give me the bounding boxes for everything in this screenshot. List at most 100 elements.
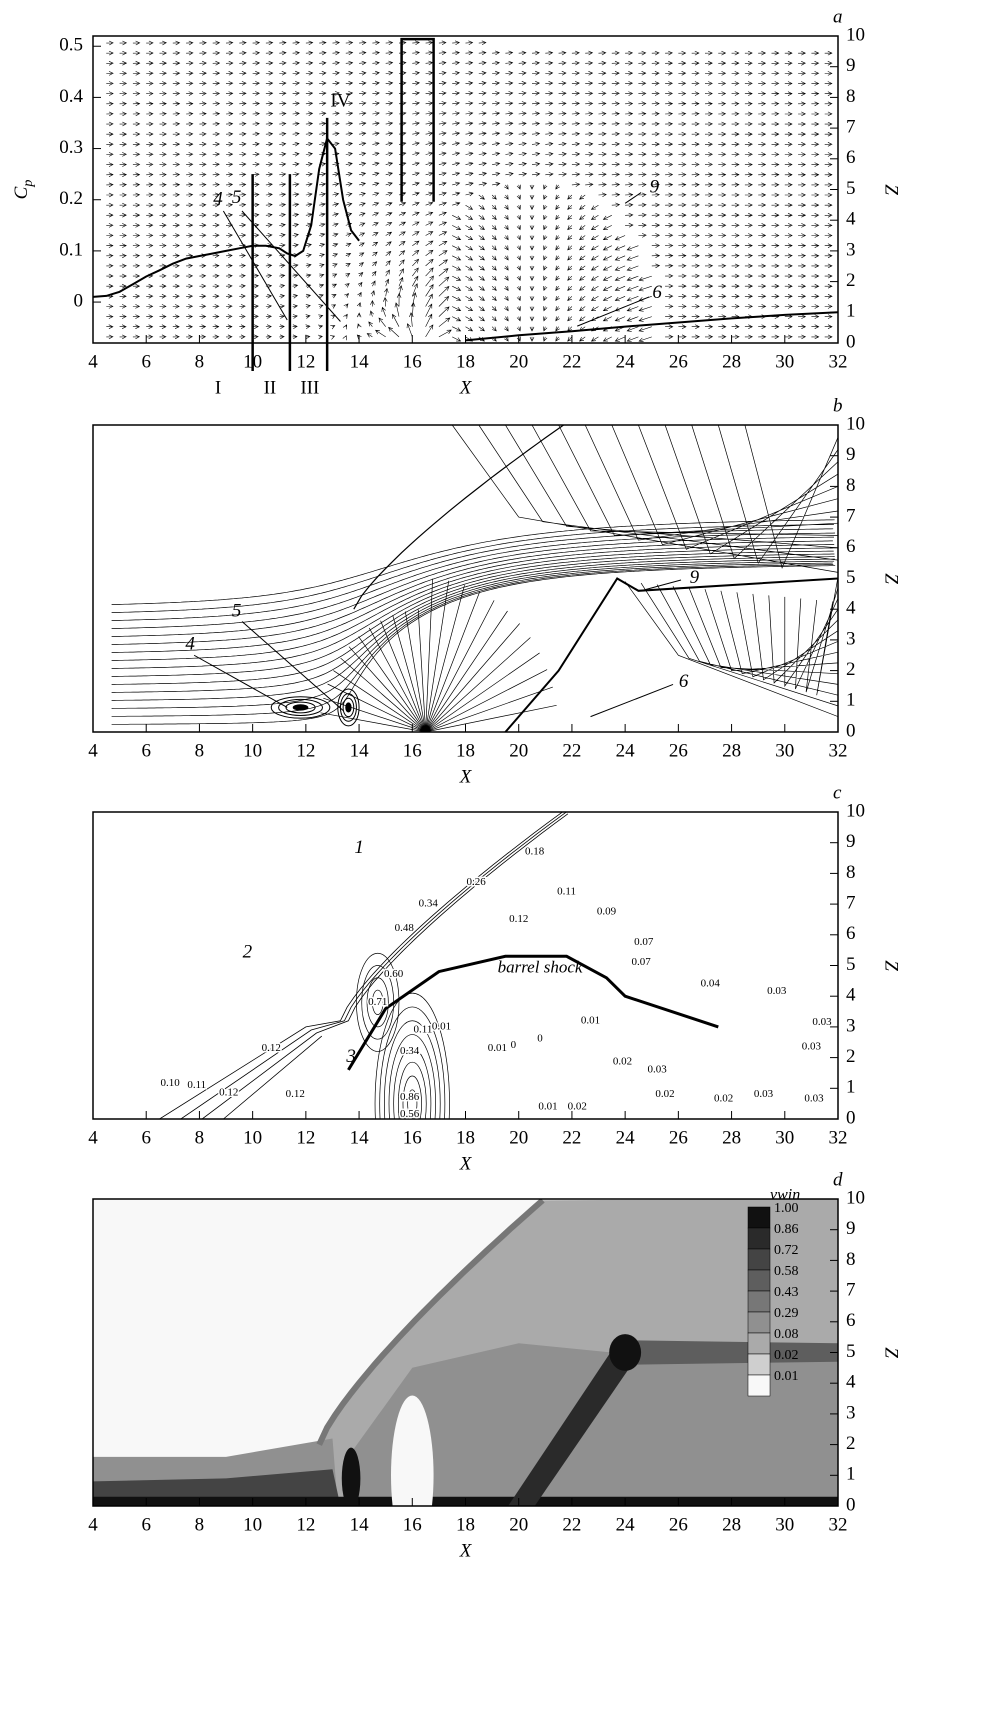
- z-tick-label: 2: [846, 1046, 856, 1067]
- annotation: 0.09: [597, 905, 617, 917]
- z-tick-label: 2: [846, 1433, 856, 1454]
- contour-loop: [379, 1006, 446, 1119]
- annotation: 9: [650, 176, 660, 197]
- annotation: 0.03: [754, 1088, 774, 1100]
- contour-loop: [366, 977, 389, 1028]
- z-tick-label: 6: [846, 923, 856, 944]
- annotation: 4: [185, 633, 195, 654]
- z-tick-label: 6: [846, 536, 856, 557]
- annotation: 0.04: [701, 977, 721, 989]
- x-tick-label: 32: [829, 1514, 848, 1535]
- annotation: 6: [679, 671, 689, 692]
- plot-area: [93, 1199, 838, 1506]
- annotation: 0.11: [557, 885, 576, 897]
- annotation: 0.12: [509, 913, 528, 925]
- x-tick-label: 12: [296, 351, 315, 372]
- annotation: 0.01: [432, 1020, 451, 1032]
- annotation: 0.11: [187, 1079, 206, 1091]
- x-tick-label: 8: [195, 1127, 205, 1148]
- x-axis-label: X: [459, 766, 473, 787]
- plot-area: [111, 425, 838, 732]
- annotation: 3: [345, 1046, 356, 1067]
- x-tick-label: 4: [88, 1514, 98, 1535]
- leader-line: [222, 210, 288, 321]
- vortex: [285, 701, 316, 714]
- vortex: [337, 688, 360, 727]
- x-tick-label: 30: [775, 351, 794, 372]
- region: [508, 1346, 636, 1506]
- legend-swatch: [747, 1248, 771, 1271]
- vortex: [339, 693, 357, 722]
- z-tick-label: 7: [846, 505, 856, 526]
- legend-swatch: [747, 1311, 771, 1334]
- x-axis-label: X: [459, 1540, 473, 1561]
- annotation: 0.03: [767, 985, 787, 997]
- panel-letter: b: [833, 395, 843, 416]
- z-tick-label: 3: [846, 1015, 856, 1036]
- z-tick-label: 8: [846, 86, 856, 107]
- annotation: 0.26: [467, 876, 487, 888]
- x-tick-label: 18: [456, 1127, 475, 1148]
- contour-loop: [397, 1061, 427, 1119]
- y-tick-label: 0.3: [59, 137, 83, 158]
- annotation: 5: [232, 601, 242, 622]
- x-tick-label: 28: [722, 1514, 741, 1535]
- region: [391, 1395, 434, 1506]
- barrel-line: [504, 577, 838, 732]
- z-tick-label: 10: [846, 800, 865, 821]
- x-tick-label: 16: [403, 1127, 422, 1148]
- region: [341, 1447, 361, 1506]
- x-tick-label: 14: [350, 1127, 370, 1148]
- region: [345, 1343, 838, 1506]
- annotation: II: [264, 377, 277, 398]
- contour-loop: [374, 992, 450, 1119]
- z-tick-label: 8: [846, 1249, 856, 1270]
- z-tick-label: 9: [846, 831, 856, 852]
- legend-label: 0.72: [774, 1243, 799, 1258]
- legend-swatch: [747, 1269, 771, 1292]
- y-tick-label: 0.4: [59, 86, 83, 107]
- annotation: 0: [537, 1033, 543, 1045]
- x-tick-label: 24: [616, 1514, 636, 1535]
- z-tick-label: 10: [846, 24, 865, 45]
- x-tick-label: 6: [141, 351, 151, 372]
- legend-swatch: [747, 1290, 771, 1313]
- vortex: [278, 698, 323, 716]
- leader-line: [193, 654, 288, 708]
- panel-letter: a: [833, 6, 843, 27]
- vortex: [342, 697, 355, 718]
- annotation: 9: [690, 567, 700, 588]
- annotation: 0.01: [581, 1014, 600, 1026]
- contour-lines: [159, 812, 569, 1119]
- annotation: 6: [652, 282, 662, 303]
- x-tick-label: 20: [509, 740, 528, 761]
- y-label-main: C: [11, 186, 32, 199]
- z-tick-label: 0: [846, 1494, 856, 1515]
- x-axis-label: X: [459, 1153, 473, 1174]
- annotation: 1: [354, 837, 364, 858]
- legend-label: 0.43: [774, 1285, 799, 1300]
- region: [625, 1340, 838, 1365]
- plot-area: [159, 812, 719, 1119]
- z-tick-label: 9: [846, 1218, 856, 1239]
- z-axis-label: Z: [881, 573, 902, 584]
- z-tick-label: 9: [846, 444, 856, 465]
- z-tick-label: 1: [846, 690, 856, 711]
- x-tick-label: 4: [88, 740, 98, 761]
- z-tick-label: 10: [846, 1187, 865, 1208]
- z-tick-label: 3: [846, 628, 856, 649]
- x-tick-label: 14: [350, 1514, 370, 1535]
- plot-area: [106, 37, 833, 342]
- z-tick-label: 7: [846, 892, 856, 913]
- x-tick-label: 22: [562, 351, 581, 372]
- annotation: 0.02: [613, 1056, 632, 1068]
- x-tick-label: 26: [669, 1127, 688, 1148]
- annotation: barrel shock: [498, 957, 583, 976]
- x-tick-label: 10: [243, 740, 262, 761]
- z-tick-label: 1: [846, 1077, 856, 1098]
- x-tick-label: 24: [616, 740, 636, 761]
- legend-swatch: [747, 1374, 771, 1397]
- x-tick-label: 30: [775, 1127, 794, 1148]
- y-tick-label: 0.5: [59, 35, 83, 56]
- annotation: IV: [330, 90, 350, 111]
